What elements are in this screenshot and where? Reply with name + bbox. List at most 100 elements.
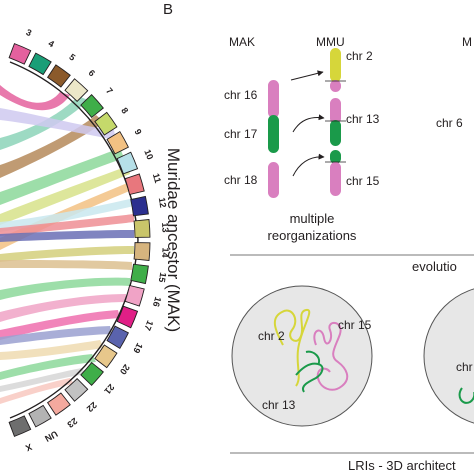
ribbon-10 (0, 198, 134, 232)
chromosome-block-15 (130, 263, 149, 285)
col-header-mmu: MMU (316, 35, 345, 49)
col-header-m-partial: M (462, 35, 472, 49)
circos-chromosome-blocks (8, 43, 151, 437)
chromosome-label-21: 21 (102, 382, 116, 396)
nucleus-label-chr2: chr 2 (258, 329, 285, 343)
chromosome-block-13 (133, 219, 151, 238)
mmu-chromosome-15-green (330, 150, 341, 164)
chromosome-block-4 (28, 52, 52, 76)
ribbon-20 (0, 340, 104, 360)
nucleus-right-label: chr 1 (456, 360, 474, 374)
ribbon-7 (0, 148, 124, 205)
ribbon-12 (0, 230, 134, 242)
mmu-label-chr2: chr 2 (346, 49, 373, 63)
ribbon-23 (0, 378, 74, 404)
panel-letter: B (163, 1, 173, 18)
chromosome-label-11: 11 (151, 172, 163, 184)
mak-chromosome-16 (268, 80, 279, 118)
chromosome-block-14 (133, 242, 151, 261)
chromosome-label-23: 23 (65, 416, 79, 430)
chromosome-label-un: UN (43, 429, 59, 444)
ribbon-22 (0, 368, 86, 392)
mmu-chromosome-2-pink (330, 80, 341, 92)
mak-chromosome-17 (268, 115, 279, 153)
ribbon-6 (0, 108, 116, 140)
chromosome-label-9: 9 (132, 127, 143, 136)
chromosome-block-23 (46, 392, 71, 416)
chromosome-label-6: 6 (87, 68, 97, 79)
arrow-chr16-to-chr2 (290, 70, 324, 81)
ribbon-3 (0, 85, 70, 111)
chromatin-pink (313, 322, 349, 391)
chromosome-label-7: 7 (104, 86, 115, 96)
chromatin-green-right (458, 387, 474, 404)
ribbon-13 (0, 246, 134, 262)
ribbon-14 (0, 260, 132, 270)
right-chrom-label: chr 6 (436, 116, 463, 130)
chromosome-label-4: 4 (47, 38, 56, 49)
bottom-label: LRIs - 3D architect (348, 458, 456, 473)
ribbon-11 (0, 214, 134, 236)
mak-label-chr18: chr 18 (224, 173, 258, 187)
mak-chromosome-18 (268, 162, 279, 198)
chromosome-block-21 (80, 361, 104, 386)
col-header-mak: MAK (229, 35, 255, 49)
arrow-chr17-to-chr13 (292, 114, 325, 133)
mmu-label-chr15: chr 15 (346, 174, 380, 188)
mmu-chromosome-15-pink (330, 162, 341, 196)
caption-line-2: reorganizations (268, 228, 357, 243)
nucleus-left (231, 285, 373, 427)
chromosome-label-15: 15 (157, 272, 169, 284)
mmu-label-chr13: chr 13 (346, 112, 380, 126)
chromosome-label-x: X (24, 442, 33, 454)
chromosome-label-22: 22 (85, 400, 99, 414)
arrow-chr18-to-chr15 (292, 153, 325, 177)
chromosome-label-16: 16 (151, 296, 163, 308)
circos-ring (9, 61, 139, 419)
mmu-chromosome-2-yellow (330, 48, 341, 82)
chromosome-block-6 (64, 78, 89, 103)
chromosome-label-17: 17 (142, 319, 155, 332)
chromosome-block-22 (64, 377, 89, 402)
chromosome-block-11 (124, 173, 145, 196)
ribbon-15 (0, 277, 130, 300)
chromosome-label-20: 20 (118, 362, 132, 376)
ribbon-8 (0, 166, 130, 225)
chromosome-label-12: 12 (157, 197, 169, 209)
chromosome-block-16 (124, 284, 145, 307)
panel-b: B MAK MMU M chr 16 chr 17 chr 18 chr 2 c… (163, 1, 474, 473)
chromosome-block-un (28, 404, 52, 428)
chromosome-label-19: 19 (131, 341, 145, 355)
chromosome-label-5: 5 (67, 52, 77, 63)
mak-label-chr17: chr 17 (224, 127, 258, 141)
chromosome-block-19 (106, 325, 129, 349)
chromatin-green (295, 350, 324, 393)
chromosome-block-20 (94, 344, 118, 369)
mmu-chromosome-13-green (330, 120, 341, 146)
ribbon-19 (0, 326, 112, 345)
circos-axis-label: Muridae ancestor (MAK) (164, 148, 183, 332)
nucleus-label-chr13: chr 13 (262, 398, 296, 412)
chromosome-label-10: 10 (142, 148, 155, 161)
chromosome-block-3 (8, 43, 32, 65)
chromosome-block-10 (116, 151, 139, 175)
evolution-label: evolutio (412, 259, 457, 274)
ribbon-16 (0, 294, 126, 322)
nucleus-label-chr15: chr 15 (338, 318, 372, 332)
ribbon-21 (0, 354, 96, 380)
chromosome-label-3: 3 (25, 27, 34, 38)
mmu-chromosome-13-pink (330, 98, 341, 124)
chromatin-yellow (273, 309, 311, 387)
chromosome-label-13: 13 (160, 222, 171, 233)
mak-label-chr16: chr 16 (224, 88, 258, 102)
chromosome-block-12 (130, 195, 149, 217)
chromosome-block-5 (46, 64, 71, 88)
caption-line-1: multiple (290, 211, 335, 226)
circos-ribbons (0, 85, 134, 404)
chromosome-block-8 (94, 111, 118, 136)
chromosome-label-8: 8 (119, 106, 130, 116)
chromosome-block-7 (80, 94, 104, 119)
